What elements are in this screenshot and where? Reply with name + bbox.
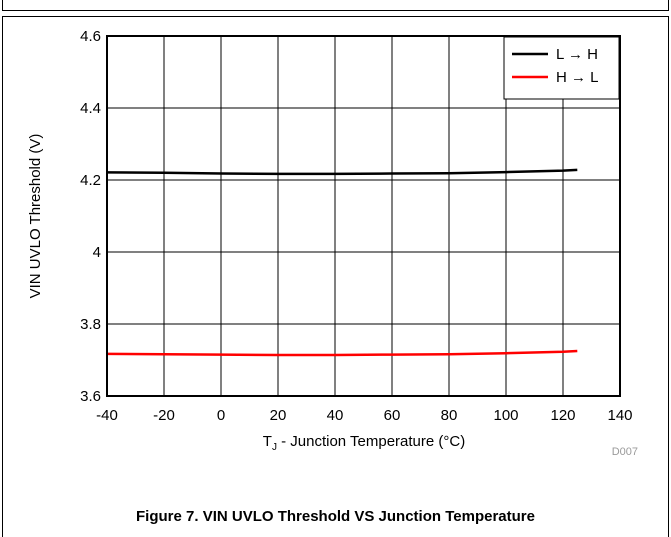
x-tick-label: 20 — [270, 407, 287, 424]
x-tick-label: -20 — [153, 407, 175, 424]
figure-code: D007 — [612, 446, 638, 458]
x-tick-label: -40 — [96, 407, 118, 424]
x-axis-label: TJ - Junction Temperature (°C) — [263, 433, 465, 453]
series-lines — [106, 168, 578, 357]
x-tick-label: 60 — [384, 407, 401, 424]
legend-box — [503, 36, 620, 100]
series-line-h-to-l — [106, 349, 578, 357]
x-tick-label: 80 — [441, 407, 458, 424]
y-tick-label: 3.8 — [80, 316, 101, 333]
figure-frame — [2, 16, 669, 537]
legend-label-l-to-h: L → H — [556, 46, 598, 63]
x-tick-label: 120 — [550, 407, 575, 424]
x-axis-label-rest: - Junction Temperature (°C) — [277, 433, 465, 450]
x-tick-label: 40 — [327, 407, 344, 424]
x-axis-label-main: T — [263, 433, 272, 450]
legend: L → H H → L — [503, 36, 620, 100]
y-tick-label: 3.6 — [80, 388, 101, 405]
y-tick-label: 4.4 — [80, 100, 101, 117]
y-tick-labels: 3.6 3.8 4 4.2 4.4 4.6 — [80, 28, 101, 405]
figure-caption: Figure 7. VIN UVLO Threshold VS Junction… — [136, 508, 535, 525]
y-tick-label: 4 — [93, 244, 101, 261]
top-frame — [2, 0, 669, 11]
legend-label-h-to-l: H → L — [556, 69, 599, 86]
series-line-l-to-h — [106, 168, 578, 176]
x-tick-label: 0 — [217, 407, 225, 424]
y-axis-label: VIN UVLO Threshold (V) — [27, 134, 44, 299]
y-tick-label: 4.2 — [80, 172, 101, 189]
x-tick-label: 100 — [493, 407, 518, 424]
x-tick-labels: -40 -20 0 20 40 60 80 100 120 140 — [96, 407, 632, 424]
x-axis-label-subscript: J — [272, 442, 277, 453]
x-tick-label: 140 — [607, 407, 632, 424]
y-tick-label: 4.6 — [80, 28, 101, 45]
plot-area — [106, 35, 621, 397]
